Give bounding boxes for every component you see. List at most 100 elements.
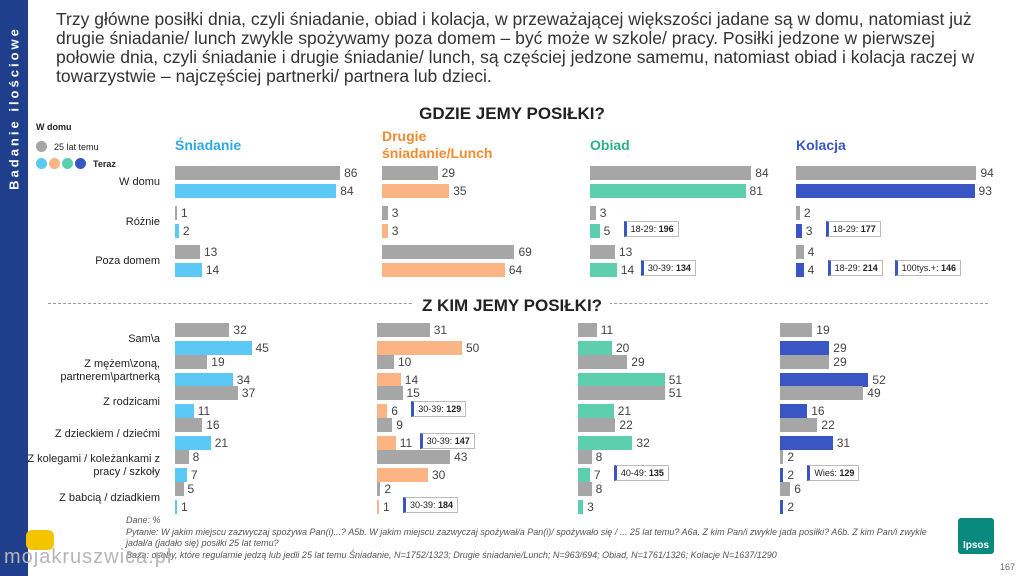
bar-now bbox=[590, 224, 600, 238]
bar-now bbox=[578, 436, 633, 450]
callout-label: 18-29: bbox=[630, 224, 659, 234]
bar-now bbox=[590, 184, 746, 198]
bar-now bbox=[780, 373, 869, 387]
value-label-past: 16 bbox=[206, 418, 220, 432]
callout-value: 147 bbox=[454, 436, 470, 446]
callout-value: 146 bbox=[940, 263, 956, 273]
value-label-now: 5 bbox=[603, 224, 611, 238]
callout-label: 30-39: bbox=[418, 404, 447, 414]
callout-value: 134 bbox=[675, 263, 691, 273]
value-label-past: 13 bbox=[618, 245, 633, 259]
value-label-past: 13 bbox=[203, 245, 218, 259]
bar-past bbox=[382, 245, 515, 259]
value-label-now: 29 bbox=[833, 341, 847, 355]
bar-past bbox=[578, 482, 592, 496]
bar-now bbox=[578, 373, 665, 387]
row-label: Różnie bbox=[125, 215, 160, 228]
callout-value: 129 bbox=[446, 404, 462, 414]
bar-now bbox=[780, 500, 784, 514]
bar-past bbox=[175, 166, 341, 180]
bar-past bbox=[578, 418, 616, 432]
value-label-now: 20 bbox=[616, 341, 630, 355]
watermark: mojakruszwica.pl bbox=[4, 546, 173, 568]
callout-badge: 18-29: 177 bbox=[825, 221, 881, 237]
bar-past bbox=[578, 355, 628, 369]
bar-past bbox=[796, 206, 800, 220]
callout-badge: 18-29: 196 bbox=[623, 221, 679, 237]
bar-now bbox=[578, 500, 584, 514]
value-label-past: 37 bbox=[241, 386, 256, 400]
callout-value: 214 bbox=[862, 263, 878, 273]
callout-label: 18-29: bbox=[834, 263, 863, 273]
row-label: W domu bbox=[119, 175, 160, 188]
bar-past bbox=[796, 166, 977, 180]
watermark-badge bbox=[26, 530, 54, 550]
value-label-past: 11 bbox=[600, 323, 614, 337]
value-label-past: 49 bbox=[867, 386, 881, 400]
value-label-past: 2 bbox=[384, 482, 392, 496]
bar-now bbox=[377, 468, 428, 482]
bar-now bbox=[796, 184, 975, 198]
value-label-now: 81 bbox=[749, 184, 763, 198]
callout-label: 100tys.+: bbox=[901, 263, 941, 273]
bar-past bbox=[175, 418, 203, 432]
value-label-past: 69 bbox=[518, 245, 532, 259]
value-label-past: 8 bbox=[595, 450, 603, 464]
bar-past bbox=[175, 355, 208, 369]
value-label-past: 94 bbox=[980, 166, 994, 180]
callout-value: 184 bbox=[438, 500, 454, 510]
legend-now-label: Teraz bbox=[93, 159, 116, 169]
bar-now bbox=[377, 341, 462, 355]
bar-past bbox=[377, 386, 403, 400]
value-label-now: 14 bbox=[404, 373, 419, 387]
value-label-now: 3 bbox=[805, 224, 813, 238]
bar-past bbox=[780, 386, 864, 400]
callout-label: 30-39: bbox=[647, 263, 676, 273]
bar-past bbox=[377, 482, 381, 496]
value-label-past: 32 bbox=[233, 323, 247, 337]
bar-past bbox=[175, 323, 230, 337]
value-label-now: 11 bbox=[197, 404, 211, 418]
chart2-title: Z KIM JEMY POSIŁKI? bbox=[0, 296, 1024, 316]
value-label-past: 84 bbox=[755, 166, 769, 180]
value-label-past: 9 bbox=[396, 418, 403, 432]
bar-now bbox=[377, 436, 396, 450]
bar-now bbox=[590, 263, 617, 277]
bar-now bbox=[175, 224, 179, 238]
column-header: Obiad bbox=[590, 137, 630, 153]
row-label: Poza domem bbox=[95, 254, 160, 267]
callout-badge: Wieś: 129 bbox=[807, 465, 860, 481]
bar-now bbox=[796, 263, 804, 277]
value-label-now: 7 bbox=[190, 468, 198, 482]
bar-past bbox=[796, 245, 804, 259]
bar-now bbox=[377, 404, 388, 418]
bar-now bbox=[796, 224, 802, 238]
value-label-past: 29 bbox=[631, 355, 645, 369]
value-label-now: 6 bbox=[391, 404, 398, 418]
value-label-now: 31 bbox=[836, 436, 851, 450]
ipsos-logo: Ipsos bbox=[958, 518, 994, 554]
bar-past bbox=[175, 386, 238, 400]
value-label-now: 84 bbox=[340, 184, 354, 198]
callout-badge: 30-39: 134 bbox=[640, 260, 696, 276]
bar-now bbox=[780, 341, 830, 355]
bar-now bbox=[780, 436, 833, 450]
bar-now bbox=[578, 341, 612, 355]
bar-past bbox=[590, 206, 596, 220]
bar-past bbox=[377, 323, 430, 337]
bar-past bbox=[780, 450, 784, 464]
callout-value: 135 bbox=[648, 468, 664, 478]
value-label-now: 2 bbox=[787, 468, 795, 482]
callout-badge: 30-39: 129 bbox=[411, 401, 467, 417]
value-label-now: 45 bbox=[255, 341, 269, 355]
bar-now bbox=[780, 404, 808, 418]
page-number: 167 bbox=[1000, 562, 1016, 572]
value-label-now: 2 bbox=[182, 224, 190, 238]
value-label-now: 64 bbox=[508, 263, 523, 277]
bar-past bbox=[590, 245, 615, 259]
value-label-now: 51 bbox=[668, 373, 683, 387]
value-label-past: 51 bbox=[668, 386, 683, 400]
bar-past bbox=[175, 482, 184, 496]
bar-past bbox=[377, 450, 451, 464]
chart1-title: GDZIE JEMY POSIŁKI? bbox=[419, 104, 605, 123]
